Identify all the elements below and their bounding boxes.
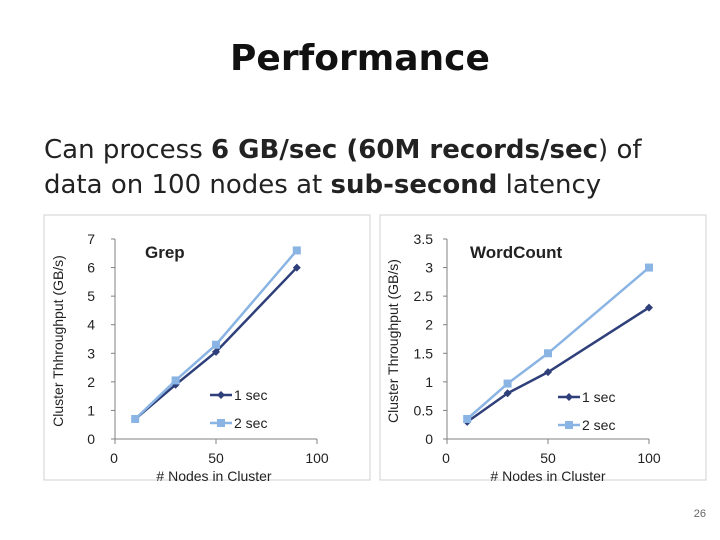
subtitle-throughput: 6 GB/sec (60M records/sec: [211, 135, 599, 165]
data-point: [645, 263, 653, 272]
data-point: [463, 415, 472, 423]
x-tick-label: 100: [637, 450, 661, 466]
y-tick-label: 6: [87, 260, 95, 276]
x-axis-label: # Nodes in Cluster: [490, 468, 606, 484]
data-point: [503, 379, 512, 388]
chart-title: WordCount: [470, 243, 563, 262]
subtitle-latency: sub-second: [330, 170, 498, 200]
chart-border: [43, 214, 371, 481]
data-point: [544, 368, 552, 377]
slide-subtitle: Can process 6 GB/sec (60M records/sec) o…: [44, 133, 704, 203]
y-tick-label: 3: [425, 260, 433, 276]
series-line-2-sec: [134, 249, 298, 420]
y-tick-label: 1: [425, 374, 433, 390]
data-point: [544, 349, 552, 358]
subtitle-part: Can process: [44, 135, 212, 165]
y-tick-label: 2.5: [414, 288, 434, 304]
y-tick-label: 0.5: [414, 402, 434, 418]
legend-marker: [565, 421, 573, 429]
y-tick-label: 2: [425, 317, 433, 333]
y-tick-label: 3: [87, 345, 95, 361]
subtitle-part: latency: [497, 170, 602, 200]
x-tick-label: 0: [442, 450, 450, 466]
chart-wordcount: 0 0.5 1 1.5 2 2.5 3 3.5 0 50 100 WordCount # Nodes i…: [379, 214, 707, 484]
series-line-2-sec: [466, 266, 650, 420]
subtitle-part: ) of data on 100 nodes at: [44, 135, 642, 200]
legend-label: 1 sec: [582, 389, 615, 405]
y-tick-label: 7: [87, 231, 95, 247]
y-tick-label: 3.5: [414, 231, 434, 247]
y-tick-label: 0: [425, 431, 433, 447]
data-point: [292, 246, 301, 255]
chart-title: Grep: [145, 243, 185, 262]
series-line-1-sec: [134, 266, 298, 420]
x-tick-label: 50: [208, 450, 224, 466]
data-point: [171, 376, 180, 385]
chart-grep: 0 1 2 3 4 5 6 7 0 50 100 Grep # Nodes in Cluster Clus…: [43, 214, 371, 484]
data-point: [503, 389, 512, 398]
legend-label: 2 sec: [234, 415, 267, 431]
y-tick-label: 1: [87, 402, 95, 418]
x-tick-label: 50: [540, 450, 556, 466]
legend-marker: [217, 419, 225, 427]
series-line-1-sec: [466, 306, 650, 423]
x-tick-label: 100: [305, 450, 329, 466]
data-point: [212, 340, 220, 349]
legend-marker: [565, 393, 573, 401]
y-tick-label: 2: [87, 374, 95, 390]
y-tick-label: 4: [87, 317, 95, 333]
page-number: 26: [693, 508, 706, 520]
y-tick-label: 0: [87, 431, 95, 447]
y-axis-label: Cluster Thhroughput (GB/s): [50, 255, 66, 427]
legend-label: 1 sec: [234, 387, 267, 403]
x-tick-label: 0: [110, 450, 118, 466]
data-point: [212, 347, 220, 356]
x-axis-label: # Nodes in Cluster: [156, 468, 272, 484]
legend-marker: [217, 391, 225, 399]
legend-label: 2 sec: [582, 417, 615, 433]
y-tick-label: 1.5: [414, 345, 434, 361]
data-point: [292, 263, 301, 272]
data-point: [131, 415, 140, 423]
y-tick-label: 5: [87, 288, 95, 304]
slide-title: Performance: [230, 38, 490, 79]
y-axis-label: Cluster Throughput (GB/s): [385, 259, 401, 423]
data-point: [645, 303, 653, 312]
chart-border: [379, 214, 707, 481]
